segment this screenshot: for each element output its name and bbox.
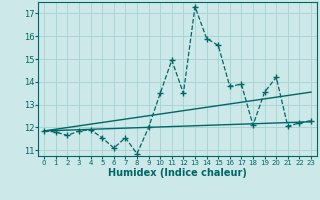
X-axis label: Humidex (Indice chaleur): Humidex (Indice chaleur) (108, 168, 247, 178)
